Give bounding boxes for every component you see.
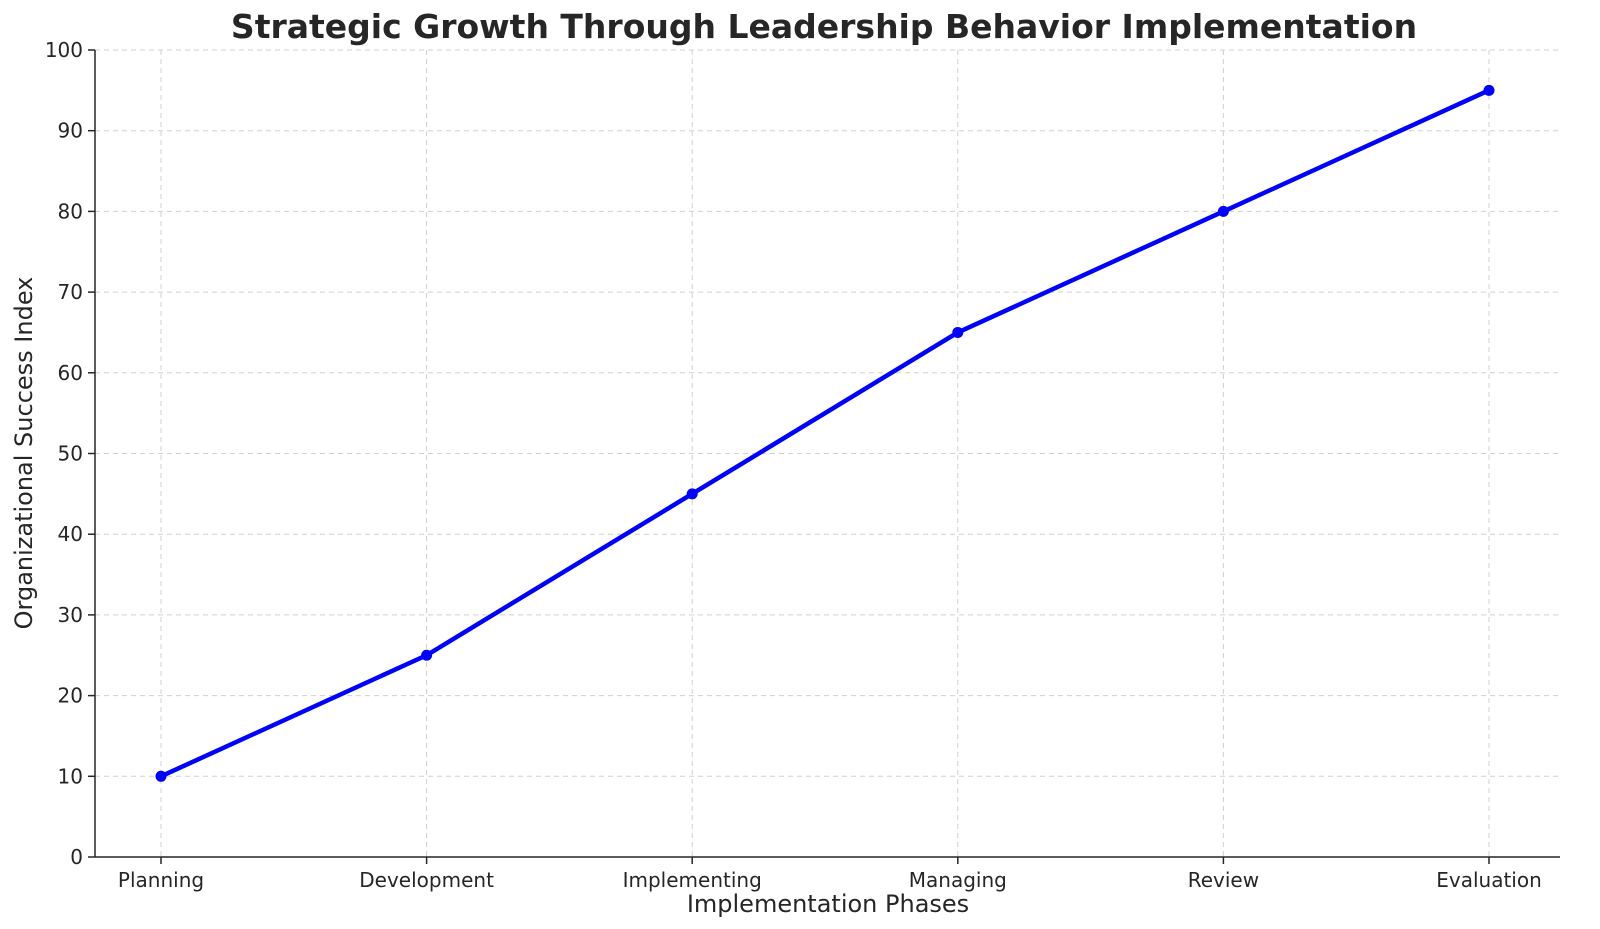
y-tick-label: 80 xyxy=(58,199,83,223)
y-tick-label: 70 xyxy=(58,280,83,304)
data-point xyxy=(155,770,167,782)
y-tick-label: 40 xyxy=(58,522,83,546)
chart-title: Strategic Growth Through Leadership Beha… xyxy=(231,7,1417,46)
x-tick-label: Implementing xyxy=(623,868,762,892)
y-axis-ticks: 0 10 20 30 40 50 60 70 80 90 100 xyxy=(45,38,95,869)
y-tick-label: 90 xyxy=(58,119,83,143)
x-tick-label: Development xyxy=(359,868,494,892)
y-tick-label: 30 xyxy=(58,603,83,627)
x-tick-label: Review xyxy=(1188,868,1259,892)
data-point xyxy=(1483,84,1495,96)
y-tick-label: 50 xyxy=(58,442,83,466)
y-tick-label: 0 xyxy=(70,845,83,869)
data-point xyxy=(686,488,698,500)
x-axis-ticks: Planning Development Implementing Managing R… xyxy=(118,857,1542,892)
x-axis-label: Implementation Phases xyxy=(687,890,969,918)
x-tick-label: Planning xyxy=(118,868,204,892)
x-tick-label: Evaluation xyxy=(1436,868,1542,892)
data-point xyxy=(952,326,964,338)
y-tick-label: 60 xyxy=(58,361,83,385)
data-point xyxy=(1217,205,1229,217)
x-tick-label: Managing xyxy=(909,868,1007,892)
grid xyxy=(95,49,1560,858)
y-tick-label: 10 xyxy=(58,764,83,788)
data-point xyxy=(421,649,433,661)
y-tick-label: 20 xyxy=(58,684,83,708)
series xyxy=(155,84,1495,782)
series-line xyxy=(158,88,1492,779)
y-tick-label: 100 xyxy=(45,38,83,62)
y-axis-label: Organizational Success Index xyxy=(10,277,38,630)
